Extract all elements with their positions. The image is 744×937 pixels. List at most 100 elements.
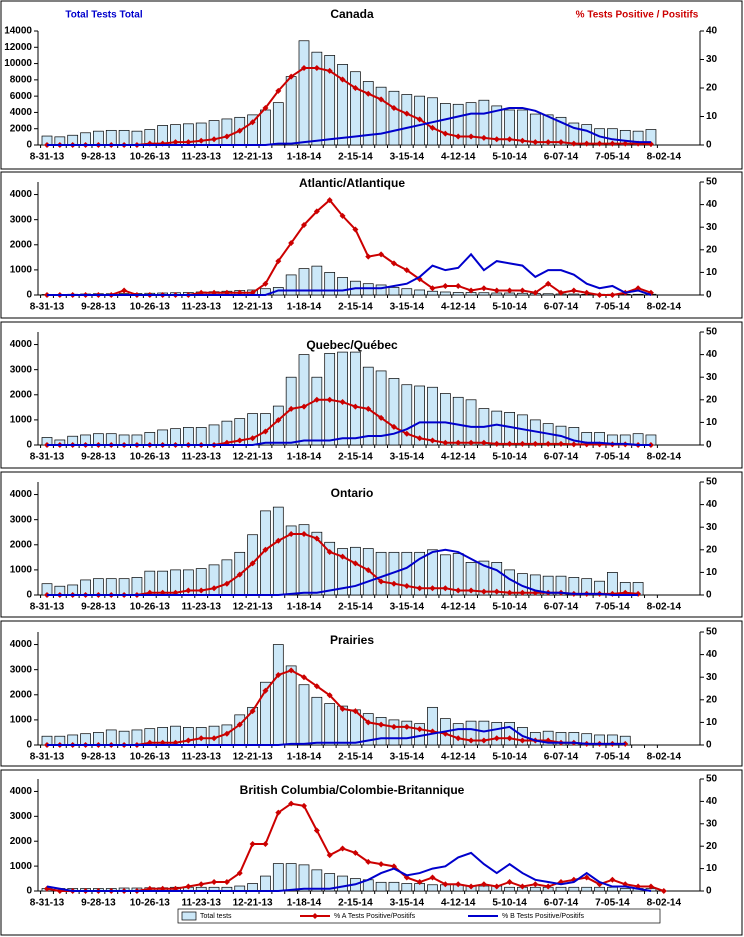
bar bbox=[285, 665, 297, 746]
bar bbox=[491, 722, 503, 746]
x-tick-label: 2-15-14 bbox=[338, 898, 373, 909]
x-tick-label: 3-15-14 bbox=[390, 752, 425, 763]
marker bbox=[313, 535, 320, 542]
marker bbox=[262, 280, 269, 287]
y-tick-label: 2000 bbox=[10, 123, 33, 134]
marker bbox=[378, 414, 385, 421]
bar bbox=[504, 886, 515, 892]
bar bbox=[504, 412, 515, 446]
marker bbox=[468, 737, 475, 744]
marker bbox=[558, 289, 564, 296]
marker bbox=[570, 441, 577, 448]
marker bbox=[583, 874, 590, 881]
marker bbox=[352, 226, 359, 233]
x-tick-label: 12-21-13 bbox=[233, 752, 273, 763]
y-tick-label: 12000 bbox=[4, 42, 32, 53]
x-tick-label: 5-10-14 bbox=[492, 898, 527, 909]
marker bbox=[506, 136, 513, 143]
marker bbox=[583, 289, 590, 296]
marker bbox=[468, 133, 475, 140]
x-tick-label: 4-12-14 bbox=[441, 152, 476, 163]
marker bbox=[403, 267, 410, 274]
marker bbox=[545, 883, 552, 890]
bar bbox=[260, 875, 271, 892]
marker bbox=[455, 735, 462, 742]
marker bbox=[301, 221, 307, 228]
marker bbox=[480, 881, 487, 888]
y2-tick-label: 0 bbox=[706, 140, 712, 151]
y-tick-label: 4000 bbox=[10, 639, 33, 650]
x-tick-label: 10-26-13 bbox=[130, 752, 170, 763]
marker bbox=[223, 730, 230, 737]
x-tick-label: 9-28-13 bbox=[81, 302, 116, 313]
y2-tick-label: 50 bbox=[706, 177, 718, 188]
marker bbox=[416, 726, 423, 733]
y-tick-label: 1000 bbox=[10, 265, 33, 276]
marker bbox=[596, 140, 603, 147]
x-tick-label: 9-28-13 bbox=[81, 152, 116, 163]
marker bbox=[326, 852, 333, 859]
marker bbox=[596, 292, 603, 298]
marker bbox=[416, 435, 423, 442]
marker bbox=[313, 65, 320, 72]
y-tick-label: 0 bbox=[26, 590, 32, 601]
marker bbox=[635, 285, 642, 292]
y2-tick-label: 0 bbox=[706, 886, 712, 897]
x-tick-label: 7-05-14 bbox=[595, 152, 630, 163]
y-tick-label: 2000 bbox=[10, 539, 33, 550]
marker bbox=[493, 735, 500, 742]
x-tick-label: 2-15-14 bbox=[338, 302, 373, 313]
bar bbox=[555, 886, 567, 892]
marker bbox=[352, 708, 359, 715]
x-tick-label: 9-28-13 bbox=[81, 452, 116, 463]
x-tick-label: 11-23-13 bbox=[181, 302, 221, 313]
marker bbox=[493, 136, 500, 143]
bar bbox=[388, 881, 400, 892]
y-tick-label: 0 bbox=[26, 886, 32, 897]
y2-tick-label: 30 bbox=[706, 222, 718, 233]
y2-tick-label: 10 bbox=[706, 111, 718, 122]
marker bbox=[339, 705, 346, 712]
marker bbox=[185, 587, 192, 594]
x-tick-label: 2-15-14 bbox=[338, 602, 373, 613]
bar bbox=[401, 720, 413, 746]
marker bbox=[198, 137, 205, 144]
marker bbox=[609, 140, 616, 147]
marker bbox=[262, 840, 269, 847]
marker bbox=[236, 571, 243, 578]
x-tick-label: 5-10-14 bbox=[492, 152, 527, 163]
y2-tick-label: 30 bbox=[706, 672, 718, 683]
marker bbox=[301, 530, 307, 537]
marker bbox=[468, 439, 475, 446]
y2-tick-label: 50 bbox=[706, 327, 718, 338]
y-tick-label: 1000 bbox=[10, 715, 33, 726]
x-tick-label: 8-31-13 bbox=[30, 602, 65, 613]
x-tick-label: 3-15-14 bbox=[390, 302, 425, 313]
bar bbox=[272, 863, 284, 892]
bar bbox=[234, 714, 246, 746]
marker bbox=[275, 258, 282, 265]
marker bbox=[262, 687, 269, 694]
x-tick-label: 8-02-14 bbox=[647, 302, 682, 313]
bar bbox=[311, 531, 323, 596]
y-tick-label: 4000 bbox=[10, 786, 33, 797]
marker bbox=[313, 208, 320, 215]
bar bbox=[440, 554, 451, 596]
bar bbox=[272, 506, 284, 596]
marker bbox=[326, 197, 333, 204]
x-tick-label: 10-26-13 bbox=[130, 302, 170, 313]
bar bbox=[581, 886, 593, 892]
x-tick-label: 6-07-14 bbox=[544, 752, 579, 763]
marker bbox=[558, 139, 564, 146]
bar bbox=[465, 399, 477, 446]
marker bbox=[622, 140, 629, 147]
bar bbox=[388, 378, 400, 446]
y2-tick-label: 10 bbox=[706, 863, 718, 874]
marker bbox=[339, 845, 346, 852]
marker bbox=[211, 585, 218, 592]
bar bbox=[452, 723, 464, 746]
bar bbox=[375, 284, 387, 296]
marker bbox=[493, 883, 500, 890]
bar bbox=[529, 886, 541, 892]
x-tick-label: 12-21-13 bbox=[233, 302, 273, 313]
